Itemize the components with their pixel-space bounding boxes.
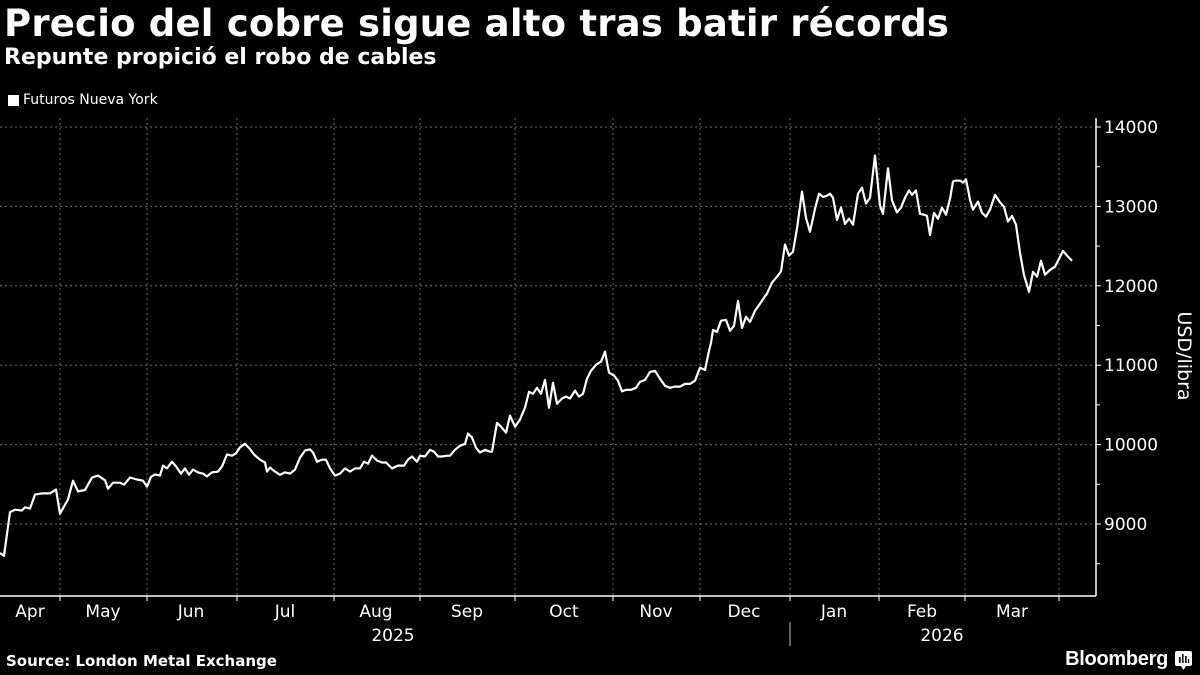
legend-swatch-icon xyxy=(8,94,19,106)
x-month-label: Nov xyxy=(639,602,672,622)
x-month-label: Jan xyxy=(820,602,847,622)
y-axis-labels: 9000 10000 11000 12000 13000 14000 xyxy=(1104,118,1158,535)
x-month-label: Sep xyxy=(451,602,483,622)
x-year-label: 2026 xyxy=(920,626,963,646)
legend: Futuros Nueva York xyxy=(8,92,158,108)
x-month-label: Oct xyxy=(549,602,579,622)
y-tick-label: 9000 xyxy=(1104,515,1147,535)
y-tick-label: 10000 xyxy=(1104,436,1158,456)
x-month-label: Feb xyxy=(907,602,937,622)
x-month-label: Dec xyxy=(728,602,761,622)
bloomberg-logo: Bloomberg xyxy=(1065,648,1168,670)
x-month-label: Jul xyxy=(274,602,296,622)
source-note: Source: London Metal Exchange xyxy=(6,652,277,670)
x-month-label: Jun xyxy=(177,602,205,622)
x-month-label: Aug xyxy=(359,602,392,622)
x-year-label: 2025 xyxy=(371,626,414,646)
legend-label: Futuros Nueva York xyxy=(23,92,158,108)
y-tick-label: 12000 xyxy=(1104,277,1158,297)
y-tick-label: 13000 xyxy=(1104,197,1158,217)
axes xyxy=(0,118,1101,646)
x-month-label: Mar xyxy=(996,602,1028,622)
chart-title: Precio del cobre sigue alto tras batir r… xyxy=(4,2,950,45)
gridlines xyxy=(0,118,1096,596)
x-axis-labels: Apr May Jun Jul Aug Sep Oct Nov Dec Jan Feb Mar 2025… xyxy=(15,602,1028,646)
y-tick-label: 11000 xyxy=(1104,356,1158,376)
bloomberg-chat-icon xyxy=(1175,651,1192,670)
series-line-futuros-nueva-york xyxy=(0,154,1073,557)
x-month-label: May xyxy=(85,602,120,622)
x-month-label: Apr xyxy=(15,602,44,622)
y-axis-title: USD/libra xyxy=(1173,311,1195,400)
chart-subtitle: Repunte propició el robo de cables xyxy=(4,45,437,70)
y-tick-label: 14000 xyxy=(1104,118,1158,138)
